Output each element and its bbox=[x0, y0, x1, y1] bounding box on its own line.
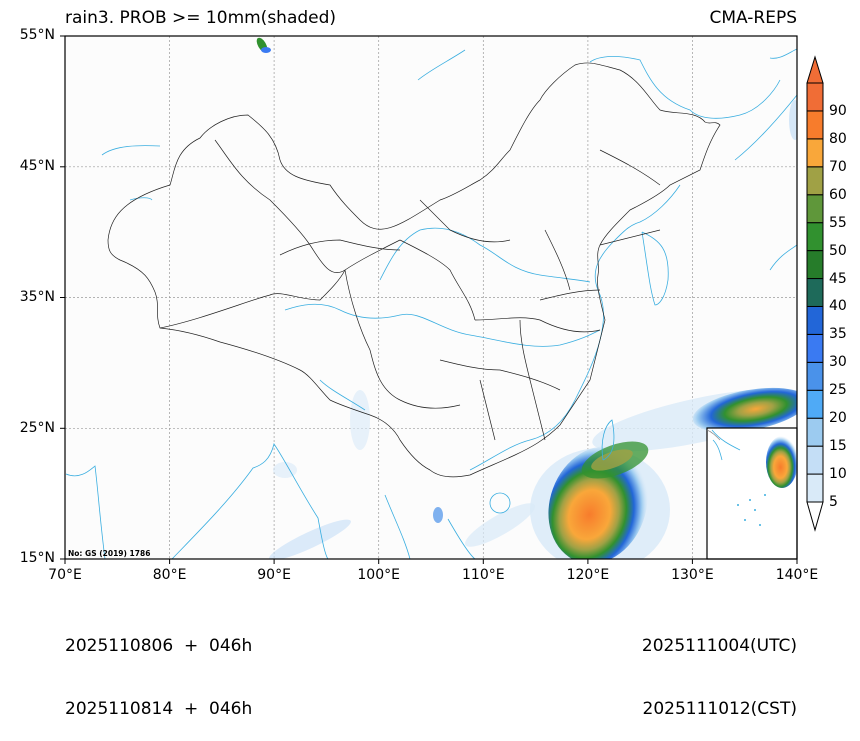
colorbar-segment bbox=[806, 278, 824, 307]
xtick-130e: 130°E bbox=[671, 567, 714, 583]
colorbar-segment bbox=[806, 333, 824, 363]
xtick-70e: 70°E bbox=[48, 567, 82, 583]
valid-time-cst: 2025111012(CST) bbox=[642, 699, 797, 719]
colorbar bbox=[806, 55, 824, 532]
colorbar-segment bbox=[806, 138, 824, 168]
init-time-cst: 2025110814 + 046h bbox=[65, 699, 253, 719]
colorbar-level-label: 70 bbox=[829, 158, 847, 175]
rain-probability-shading bbox=[256, 37, 797, 559]
colorbar-segment bbox=[806, 250, 824, 280]
colorbar-level-label: 90 bbox=[829, 102, 847, 119]
ytick-15n: 15°N bbox=[19, 550, 55, 566]
probability-map bbox=[60, 35, 824, 564]
colorbar-segment bbox=[806, 222, 824, 252]
colorbar-level-label: 10 bbox=[829, 466, 847, 483]
colorbar-level-label: 50 bbox=[829, 242, 847, 259]
colorbar-level-label: 25 bbox=[829, 382, 847, 399]
colorbar-segment bbox=[806, 445, 824, 475]
model-name: CMA-REPS bbox=[709, 8, 797, 28]
ytick-45n: 45°N bbox=[19, 158, 55, 174]
xtick-100e: 100°E bbox=[357, 567, 400, 583]
colorbar-segment bbox=[806, 389, 824, 419]
colorbar-segment bbox=[806, 417, 824, 447]
colorbar-segment bbox=[806, 110, 824, 140]
colorbar-segment bbox=[806, 82, 824, 112]
tick-marks bbox=[60, 35, 798, 564]
colorbar-level-label: 60 bbox=[829, 186, 847, 203]
xtick-80e: 80°E bbox=[152, 567, 187, 583]
colorbar-level-label: 15 bbox=[829, 438, 847, 455]
colorbar-level-label: 80 bbox=[829, 130, 847, 147]
colorbar-segment bbox=[806, 194, 824, 224]
coastlines-rivers bbox=[65, 48, 797, 559]
colorbar-level-label: 45 bbox=[829, 270, 847, 287]
map-review-number: No: GS (2019) 1786 bbox=[68, 549, 151, 558]
colorbar-segment bbox=[806, 305, 824, 335]
ytick-25n: 25°N bbox=[19, 420, 55, 436]
colorbar-level-label: 5 bbox=[829, 494, 838, 510]
south-china-sea-inset bbox=[706, 427, 798, 560]
colorbar-segment bbox=[806, 473, 824, 503]
ytick-35n: 35°N bbox=[19, 289, 55, 305]
colorbar-level-label: 55 bbox=[829, 214, 847, 231]
xtick-140e: 140°E bbox=[775, 567, 819, 583]
chart-title: rain3. PROB >= 10mm(shaded) bbox=[65, 8, 337, 28]
colorbar-level-label: 35 bbox=[829, 326, 847, 343]
colorbar-level-label: 40 bbox=[829, 298, 847, 315]
xtick-110e: 110°E bbox=[462, 567, 505, 583]
colorbar-level-label: 30 bbox=[829, 354, 847, 371]
colorbar-segment bbox=[806, 361, 824, 391]
colorbar-level-label: 20 bbox=[829, 410, 847, 427]
colorbar-segment bbox=[806, 166, 824, 196]
xtick-120e: 120°E bbox=[566, 567, 610, 583]
province-boundaries bbox=[107, 62, 721, 478]
valid-time-block: 2025111004(UTC) 2025111012(CST) bbox=[642, 594, 797, 741]
init-time-block: 2025110806 + 046h 2025110814 + 046h bbox=[65, 594, 252, 741]
xtick-90e: 90°E bbox=[257, 567, 291, 583]
ytick-55n: 55°N bbox=[19, 27, 55, 43]
